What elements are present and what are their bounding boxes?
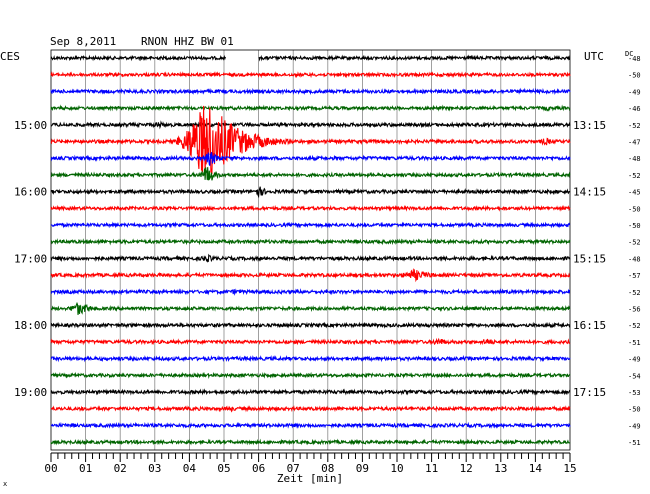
left-time-label: 18:00 — [14, 319, 47, 332]
x-tick-label: 00 — [44, 462, 57, 475]
dc-offset-18: -49 — [628, 356, 641, 364]
plot-frame — [50, 49, 571, 451]
left-time-label: 19:00 — [14, 386, 47, 399]
right-time-label: 15:15 — [573, 252, 606, 265]
x-tick-label: 08 — [321, 462, 334, 475]
time-labels: 15:00 16:00 17:00 18:00 19:00 13:15 14:15 15:15… — [14, 55, 641, 447]
corner-mark: x — [3, 480, 7, 488]
trace-13 — [50, 268, 571, 283]
trace-0 — [50, 54, 571, 62]
dc-offset-15: -56 — [628, 306, 641, 314]
right-time-label: 13:15 — [573, 119, 606, 132]
dc-offset-22: -49 — [628, 422, 641, 430]
x-tick-label: 12 — [460, 462, 473, 475]
x-axis: 00 01 02 03 04 05 06 07 08 09 10 11 12 13 14 15 — [44, 452, 577, 475]
dc-offset-17: -51 — [628, 339, 641, 347]
dc-offset-1: -50 — [628, 72, 641, 80]
trace-16 — [50, 321, 571, 329]
right-time-label: 17:15 — [573, 386, 606, 399]
chart-station: RNON HHZ BW 01 — [141, 35, 234, 48]
trace-14 — [50, 288, 571, 296]
x-tick-label: 05 — [217, 462, 230, 475]
right-timezone-label: UTC — [584, 50, 604, 63]
x-tick-label: 02 — [114, 462, 127, 475]
left-timezone-label: CES — [0, 50, 20, 63]
x-tick-label: 04 — [183, 462, 197, 475]
left-time-label: 15:00 — [14, 119, 47, 132]
dc-offset-2: -49 — [628, 88, 641, 96]
right-time-label: 16:15 — [573, 319, 606, 332]
trace-15 — [50, 301, 571, 315]
x-tick-label: 13 — [494, 462, 507, 475]
dc-offset-7: -52 — [628, 172, 641, 180]
dc-offset-23: -51 — [628, 439, 641, 447]
trace-7 — [50, 167, 571, 181]
dc-offset-8: -45 — [628, 189, 641, 197]
x-tick-label: 03 — [148, 462, 161, 475]
chart-date: Sep 8,2011 — [50, 35, 116, 48]
trace-10 — [50, 221, 571, 229]
trace-4 — [50, 120, 571, 130]
trace-12 — [50, 253, 571, 263]
trace-17 — [50, 337, 571, 346]
trace-23 — [50, 438, 571, 446]
dc-offset-6: -48 — [628, 155, 641, 163]
x-tick-label: 15 — [563, 462, 576, 475]
x-tick-label: 07 — [287, 462, 300, 475]
dc-offset-9: -50 — [628, 205, 641, 213]
trace-2 — [50, 87, 571, 96]
left-time-label: 17:00 — [14, 252, 47, 265]
dc-offset-4: -52 — [628, 122, 641, 130]
x-tick-label: 09 — [356, 462, 369, 475]
left-time-label: 16:00 — [14, 186, 47, 199]
trace-1 — [50, 71, 571, 79]
trace-22 — [50, 421, 571, 430]
trace-18 — [50, 354, 571, 363]
plot-grid — [50, 49, 571, 451]
trace-6 — [50, 152, 571, 166]
dc-offset-13: -57 — [628, 272, 641, 280]
right-time-label: 14:15 — [573, 186, 606, 199]
dc-offset-12: -48 — [628, 255, 641, 263]
trace-9 — [50, 204, 571, 212]
dc-offset-21: -50 — [628, 406, 641, 414]
dc-offset-0: -48 — [628, 55, 641, 63]
trace-21 — [50, 405, 571, 413]
dc-label: DC — [625, 50, 633, 58]
trace-19 — [50, 371, 571, 379]
x-tick-label: 06 — [252, 462, 265, 475]
dc-offset-11: -52 — [628, 239, 641, 247]
x-axis-label: Zeit [min] — [277, 472, 343, 485]
x-tick-label: 01 — [79, 462, 92, 475]
dc-offset-19: -54 — [628, 372, 641, 380]
x-tick-label: 10 — [390, 462, 403, 475]
x-tick-label: 11 — [425, 462, 438, 475]
trace-8 — [50, 186, 571, 199]
trace-3 — [50, 104, 571, 112]
dc-offset-16: -52 — [628, 322, 641, 330]
trace-20 — [50, 388, 571, 396]
x-tick-label: 14 — [529, 462, 543, 475]
dc-offset-5: -47 — [628, 139, 641, 147]
trace-11 — [50, 238, 571, 246]
trace-5 — [50, 105, 571, 179]
dc-offset-14: -52 — [628, 289, 641, 297]
dc-offset-20: -53 — [628, 389, 641, 397]
seismic-traces — [50, 54, 571, 446]
dc-offset-10: -50 — [628, 222, 641, 230]
dc-offset-3: -46 — [628, 105, 641, 113]
